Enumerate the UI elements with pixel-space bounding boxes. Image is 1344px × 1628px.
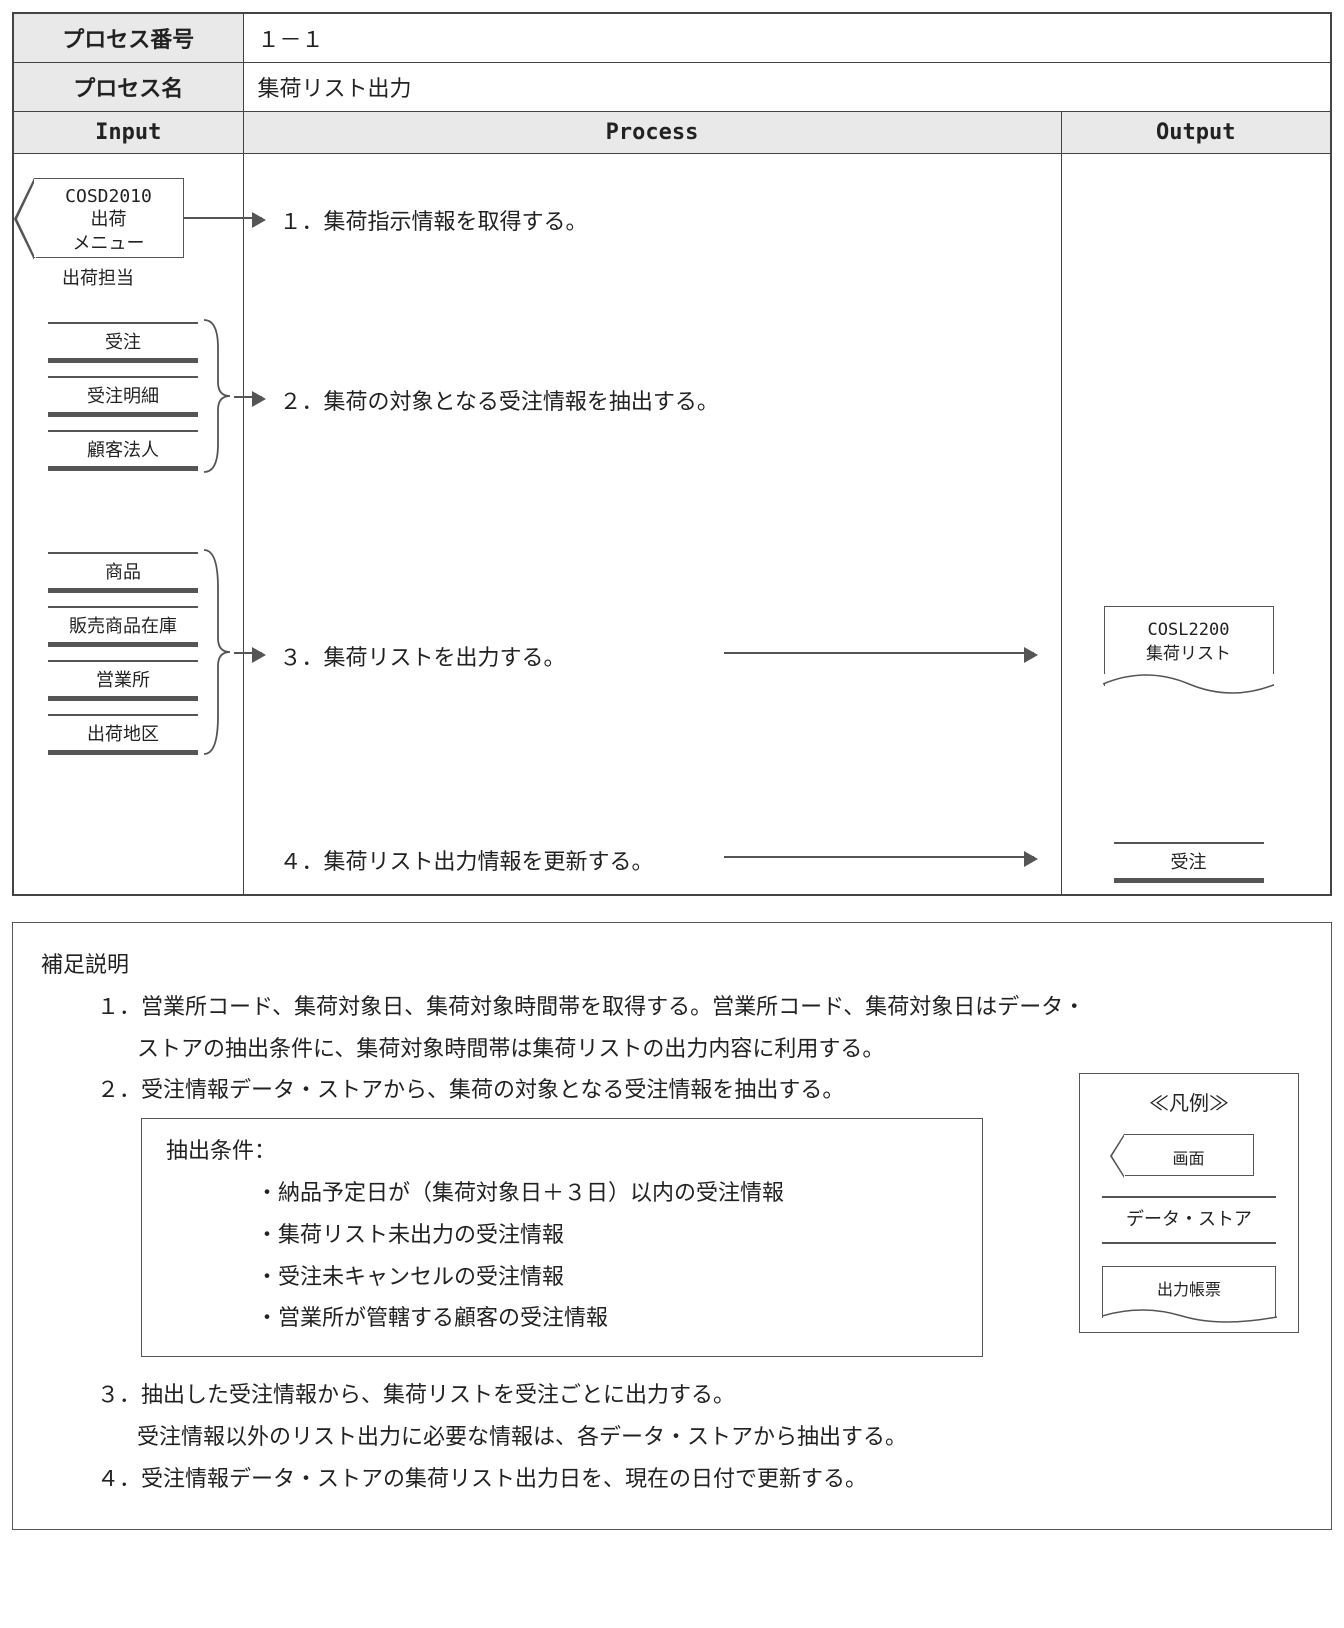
- process-step: ４．集荷リスト出力情報を更新する。: [280, 844, 654, 876]
- screen-role: 出荷担当: [62, 264, 134, 290]
- legend-datastore-icon: データ・ストア: [1102, 1196, 1276, 1244]
- proc-no-label: プロセス番号: [13, 13, 243, 63]
- screen-code: COSD2010: [34, 185, 183, 208]
- notes-line: ３．抽出した受注情報から、集荷リストを受注ごとに出力する。: [41, 1375, 1303, 1417]
- datastore-icon: 受注: [1114, 842, 1264, 880]
- arrow-icon: [234, 652, 262, 654]
- brace-icon: [200, 318, 234, 474]
- datastore-icon: 営業所: [48, 660, 198, 698]
- col-output-hdr: Output: [1061, 112, 1331, 154]
- notes-line: １．営業所コード、集荷対象日、集荷対象時間帯を取得する。営業所コード、集荷対象日…: [41, 987, 1303, 1029]
- process-step: ３．集荷リストを出力する。: [280, 640, 566, 672]
- legend-box: ≪凡例≫ 画面 データ・ストア 出力帳票: [1079, 1073, 1299, 1333]
- brace-icon: [200, 548, 234, 758]
- process-cell: １．集荷指示情報を取得する。 ２．集荷の対象となる受注情報を抽出する。 ３．集荷…: [243, 154, 1061, 896]
- notes-line: 受注情報以外のリスト出力に必要な情報は、各データ・ストアから抽出する。: [41, 1417, 1303, 1459]
- proc-no-value: １－１: [243, 13, 1331, 63]
- screen-line2: 出荷: [34, 208, 183, 231]
- process-spec-table: プロセス番号 １－１ プロセス名 集荷リスト出力 Input Process O…: [12, 12, 1332, 896]
- cond-line: ・納品予定日が（集荷対象日＋３日）以内の受注情報: [166, 1173, 958, 1215]
- arrow-icon: [724, 856, 1034, 858]
- arrow-icon: [234, 396, 262, 398]
- notes-title: 補足説明: [41, 945, 1303, 987]
- legend-report-icon: 出力帳票: [1102, 1266, 1276, 1318]
- datastore-icon: 販売商品在庫: [48, 606, 198, 644]
- cond-title: 抽出条件：: [166, 1131, 958, 1173]
- conditions-box: 抽出条件： ・納品予定日が（集荷対象日＋３日）以内の受注情報 ・集荷リスト未出力…: [141, 1118, 983, 1357]
- process-step: １．集荷指示情報を取得する。: [280, 204, 588, 236]
- process-step: ２．集荷の対象となる受注情報を抽出する。: [280, 384, 719, 416]
- screen-icon: COSD2010 出荷 メニュー: [34, 178, 184, 258]
- datastore-icon: 出荷地区: [48, 714, 198, 752]
- legend-screen-label: 画面: [1124, 1135, 1253, 1174]
- screen-line3: メニュー: [34, 232, 183, 255]
- legend-title: ≪凡例≫: [1094, 1084, 1284, 1122]
- notes-line: ストアの抽出条件に、集荷対象時間帯は集荷リストの出力内容に利用する。: [41, 1029, 1303, 1071]
- report-icon: COSL2200 集荷リスト: [1104, 606, 1274, 686]
- datastore-icon: 商品: [48, 552, 198, 590]
- report-name: 集荷リスト: [1105, 643, 1273, 667]
- legend-screen-icon: 画面: [1124, 1134, 1254, 1176]
- output-cell: COSL2200 集荷リスト 受注: [1061, 154, 1331, 896]
- report-code: COSL2200: [1105, 619, 1273, 643]
- notes-line: ４．受注情報データ・ストアの集荷リスト出力日を、現在の日付で更新する。: [41, 1459, 1303, 1501]
- proc-name-value: 集荷リスト出力: [243, 63, 1331, 112]
- arrow-icon: [184, 217, 262, 219]
- cond-line: ・受注未キャンセルの受注情報: [166, 1257, 958, 1299]
- cond-line: ・営業所が管轄する顧客の受注情報: [166, 1298, 958, 1340]
- datastore-icon: 受注: [48, 322, 198, 360]
- arrow-icon: [724, 652, 1034, 654]
- datastore-icon: 顧客法人: [48, 430, 198, 468]
- input-cell: COSD2010 出荷 メニュー 出荷担当 受注 受注明細 顧客法人 商品 販売…: [13, 154, 243, 896]
- col-input-hdr: Input: [13, 112, 243, 154]
- notes-box: 補足説明 １．営業所コード、集荷対象日、集荷対象時間帯を取得する。営業所コード、…: [12, 922, 1332, 1530]
- col-process-hdr: Process: [243, 112, 1061, 154]
- proc-name-label: プロセス名: [13, 63, 243, 112]
- datastore-icon: 受注明細: [48, 376, 198, 414]
- legend-ds-label: データ・ストア: [1126, 1209, 1252, 1230]
- legend-report-label: 出力帳票: [1157, 1280, 1221, 1299]
- cond-line: ・集荷リスト未出力の受注情報: [166, 1215, 958, 1257]
